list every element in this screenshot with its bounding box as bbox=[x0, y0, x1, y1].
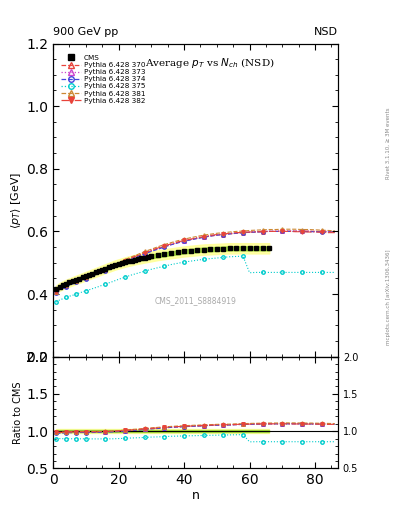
Legend: CMS, Pythia 6.428 370, Pythia 6.428 373, Pythia 6.428 374, Pythia 6.428 375, Pyt: CMS, Pythia 6.428 370, Pythia 6.428 373,… bbox=[59, 53, 147, 105]
Text: mcplots.cern.ch [arXiv:1306.3436]: mcplots.cern.ch [arXiv:1306.3436] bbox=[386, 249, 391, 345]
Y-axis label: Ratio to CMS: Ratio to CMS bbox=[13, 381, 24, 444]
Text: CMS_2011_S8884919: CMS_2011_S8884919 bbox=[154, 296, 237, 305]
Text: Average $p_T$ vs $N_{ch}$ (NSD): Average $p_T$ vs $N_{ch}$ (NSD) bbox=[145, 56, 275, 70]
Text: 900 GeV pp: 900 GeV pp bbox=[53, 27, 118, 37]
Text: NSD: NSD bbox=[314, 27, 338, 37]
X-axis label: n: n bbox=[191, 489, 200, 502]
Text: Rivet 3.1.10, ≥ 3M events: Rivet 3.1.10, ≥ 3M events bbox=[386, 108, 391, 179]
Y-axis label: $\langle p_T \rangle$ [GeV]: $\langle p_T \rangle$ [GeV] bbox=[9, 172, 24, 229]
